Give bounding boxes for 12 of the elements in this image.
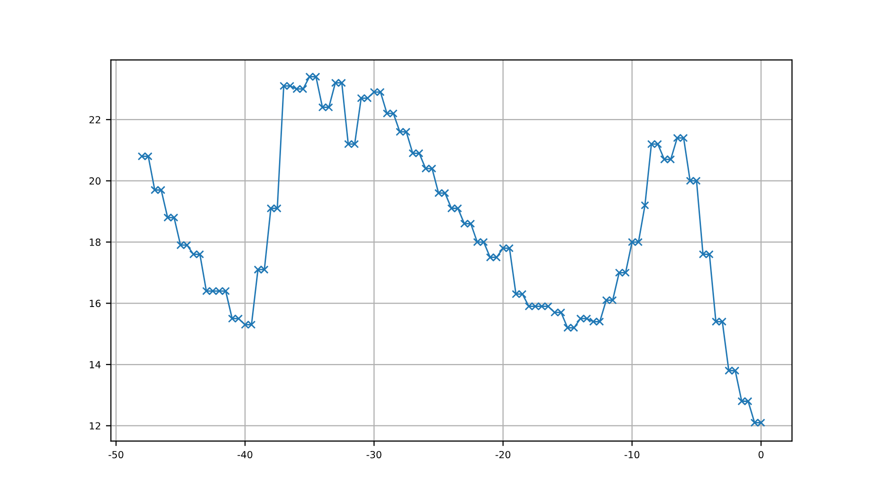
y-tick-label: 12: [90, 422, 100, 430]
y-tick-label: 20: [90, 177, 101, 185]
x-tick-label: -20: [496, 450, 510, 458]
y-tick-label: 22: [90, 116, 100, 124]
y-tick-label: 14: [90, 361, 101, 368]
y-tick-label: 18: [90, 238, 100, 246]
x-tick-label: -30: [366, 450, 382, 458]
x-tick-label: 0: [758, 450, 764, 458]
y-tick-label: 16: [90, 300, 101, 308]
x-tick-label: -50: [108, 450, 124, 458]
x-tick-label: -10: [624, 450, 640, 458]
x-tick-label: -40: [238, 450, 252, 458]
